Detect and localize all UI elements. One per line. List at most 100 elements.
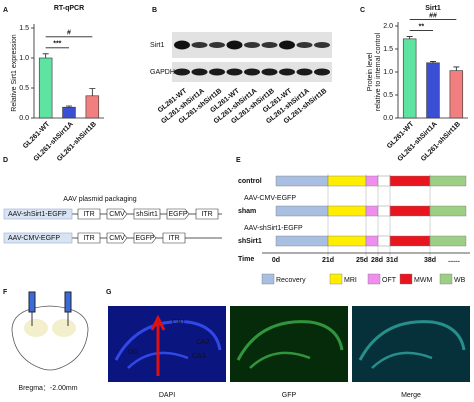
construct-name: AAV-CMV-EGFP bbox=[8, 235, 60, 242]
day-label: 0d bbox=[272, 257, 280, 264]
timeline-segment bbox=[429, 235, 467, 247]
region-label: CA1 bbox=[172, 319, 186, 326]
cell-layer bbox=[358, 320, 466, 361]
error-bar bbox=[406, 36, 413, 39]
error-bar bbox=[430, 61, 436, 63]
y-tick-label: 0.0 bbox=[19, 115, 29, 122]
blot-band bbox=[191, 68, 208, 76]
timeline-segment bbox=[377, 235, 391, 247]
panel-letter: D bbox=[3, 157, 8, 164]
blot-band bbox=[244, 68, 260, 76]
error-bar bbox=[66, 105, 72, 108]
chart-title: RT-qPCR bbox=[54, 5, 84, 12]
legend-label: WB bbox=[454, 277, 466, 284]
blot-band bbox=[279, 40, 295, 50]
timeline-segment bbox=[275, 235, 329, 247]
cell-layer bbox=[236, 320, 344, 361]
blot-band bbox=[244, 42, 260, 48]
construct-name: AAV-shSirt1-EGFP bbox=[8, 211, 67, 218]
legend-swatch bbox=[399, 273, 413, 285]
construct-name-box bbox=[3, 232, 73, 244]
significance-label: # bbox=[67, 30, 71, 37]
plasmid-title: AAV plasmid packaging bbox=[63, 196, 137, 203]
day-label: 38d bbox=[424, 257, 436, 264]
hippocampus bbox=[52, 319, 76, 337]
timeline-segment bbox=[275, 205, 329, 217]
cell-layer bbox=[249, 351, 311, 369]
plasmid-element bbox=[106, 208, 128, 220]
plasmid-element-label: ITR bbox=[83, 235, 94, 242]
plasmid-element bbox=[77, 232, 101, 244]
syringe bbox=[28, 291, 36, 313]
group-label: control bbox=[238, 178, 262, 185]
cell-layer bbox=[114, 320, 222, 361]
bar bbox=[426, 62, 440, 119]
y-tick-label: 0.5 bbox=[383, 92, 393, 99]
significance-label: ## bbox=[429, 12, 437, 19]
timeline-segment bbox=[389, 205, 431, 217]
blot-band bbox=[261, 68, 278, 76]
plasmid-element-label: CMV bbox=[109, 211, 125, 218]
day-label: 21d bbox=[322, 257, 334, 264]
timeline-segment bbox=[365, 175, 379, 187]
cell-layer bbox=[127, 351, 189, 369]
error-bar bbox=[453, 66, 460, 71]
y-tick-label: 0.0 bbox=[383, 115, 393, 122]
group-label: sham bbox=[238, 208, 256, 215]
y-axis-label: relative to internal control bbox=[375, 32, 382, 111]
plasmid-element bbox=[166, 208, 190, 220]
group-label: shSirt1 bbox=[238, 238, 262, 245]
blot-band bbox=[296, 42, 313, 48]
blot-band bbox=[279, 68, 295, 76]
blot-band bbox=[314, 68, 330, 76]
panel-letter: B bbox=[152, 7, 157, 14]
significance-label: ** bbox=[419, 23, 425, 30]
blot-band bbox=[209, 42, 225, 48]
day-label: 28d bbox=[371, 257, 383, 264]
bar bbox=[85, 95, 100, 119]
brain-outline bbox=[11, 305, 89, 371]
panel-letter: F bbox=[3, 289, 8, 296]
plasmid-element-label: shSirt1 bbox=[136, 211, 158, 218]
y-axis-label: Protein level bbox=[367, 52, 374, 91]
day-label: 31d bbox=[386, 257, 398, 264]
blot-row-label: GAPDH bbox=[150, 69, 175, 76]
legend-swatch bbox=[329, 273, 343, 285]
blot-band bbox=[314, 42, 330, 48]
syringe bbox=[64, 291, 72, 313]
timeline-segment bbox=[327, 175, 367, 187]
day-label: ...... bbox=[448, 257, 460, 264]
plasmid-element-label: ITR bbox=[201, 211, 212, 218]
plasmid-element-label: ITR bbox=[168, 235, 179, 242]
timeline-segment bbox=[365, 235, 379, 247]
panel-letter: C bbox=[360, 7, 365, 14]
panel-letter: A bbox=[3, 7, 8, 14]
y-tick-label: 2.0 bbox=[383, 23, 393, 30]
bar bbox=[402, 38, 417, 119]
arrow bbox=[150, 314, 166, 376]
timeline-segment bbox=[389, 235, 431, 247]
y-tick-label: 1.5 bbox=[383, 46, 393, 53]
region-label: CA3 bbox=[192, 353, 206, 360]
legend-swatch bbox=[439, 273, 453, 285]
panel-letter: G bbox=[106, 289, 112, 296]
legend-swatch bbox=[261, 273, 275, 285]
blot-band bbox=[261, 42, 278, 48]
timeline-segment bbox=[377, 205, 391, 217]
blot-band bbox=[226, 40, 243, 50]
blot-band bbox=[174, 40, 190, 50]
region-label: CA2 bbox=[196, 339, 210, 346]
blot-band bbox=[191, 42, 208, 48]
error-bar bbox=[42, 53, 49, 58]
timeline-segment bbox=[365, 205, 379, 217]
legend-label: OFT bbox=[382, 277, 397, 284]
region-label: DG bbox=[128, 349, 139, 356]
timeline-segment bbox=[327, 205, 367, 217]
blot-band bbox=[296, 68, 313, 76]
plasmid-element-label: EGFP bbox=[135, 235, 154, 242]
timeline-segment bbox=[377, 175, 391, 187]
vector-label: AAV-shSirt1-EGFP bbox=[244, 225, 303, 232]
bar bbox=[449, 70, 464, 119]
plasmid-element bbox=[106, 232, 128, 244]
plasmid-element-label: EGFP bbox=[168, 211, 187, 218]
